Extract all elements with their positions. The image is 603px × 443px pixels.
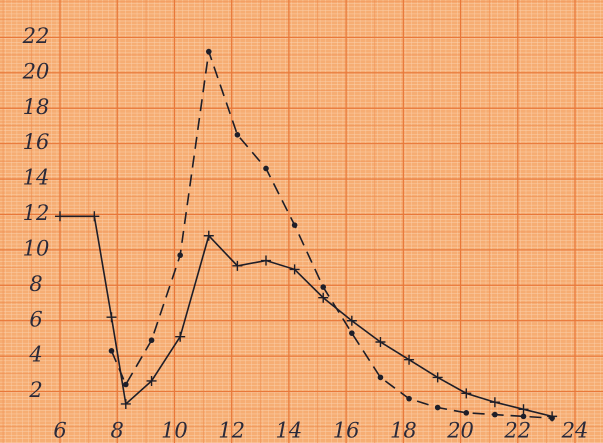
point — [291, 222, 298, 228]
point — [205, 48, 212, 55]
y-tick-label: 22 — [22, 24, 50, 48]
point — [106, 312, 117, 323]
point — [261, 255, 271, 266]
point — [346, 315, 357, 326]
point — [263, 165, 269, 172]
point — [120, 398, 131, 409]
point — [55, 211, 65, 222]
point — [234, 132, 241, 138]
point — [432, 372, 443, 383]
point — [177, 252, 183, 259]
x-tick-label: 8 — [111, 419, 124, 443]
point — [549, 415, 555, 421]
point — [123, 381, 129, 388]
y-tick-label: 10 — [23, 236, 50, 260]
point — [232, 260, 243, 271]
x-tick-label: 14 — [276, 419, 303, 443]
point — [148, 337, 155, 344]
x-tick-label: 22 — [503, 419, 531, 443]
point — [108, 348, 115, 354]
y-tick-label: 8 — [29, 272, 42, 296]
y-tick-label: 2 — [28, 378, 42, 402]
point — [89, 211, 100, 222]
point — [175, 331, 186, 342]
x-tick-label: 20 — [446, 419, 474, 443]
y-tick-label: 14 — [23, 166, 50, 190]
x-tick-label: 18 — [390, 419, 417, 443]
y-tick-label: 20 — [22, 59, 50, 83]
point — [463, 410, 470, 416]
point — [375, 337, 386, 347]
point — [489, 397, 500, 408]
x-tick-label: 6 — [53, 419, 66, 443]
x-tick-label: 10 — [161, 419, 188, 443]
x-tick-label: 12 — [218, 419, 245, 443]
y-tick-label: 18 — [23, 95, 50, 119]
y-tick-label: 6 — [29, 307, 42, 331]
point — [461, 388, 472, 399]
point — [146, 375, 157, 386]
point — [518, 404, 529, 415]
point — [289, 264, 300, 275]
point — [520, 413, 527, 420]
point — [434, 404, 441, 411]
y-tick-label: 12 — [23, 201, 50, 225]
point — [318, 292, 329, 303]
x-tick-label: 24 — [561, 419, 589, 443]
point — [406, 395, 412, 402]
point — [320, 284, 327, 290]
y-tick-label: 16 — [23, 130, 50, 154]
y-tick-label: 4 — [28, 343, 42, 367]
x-tick-label: 16 — [333, 419, 360, 443]
point — [349, 330, 355, 336]
point — [404, 354, 415, 365]
point — [492, 411, 498, 418]
point — [377, 374, 384, 381]
point — [203, 230, 214, 241]
